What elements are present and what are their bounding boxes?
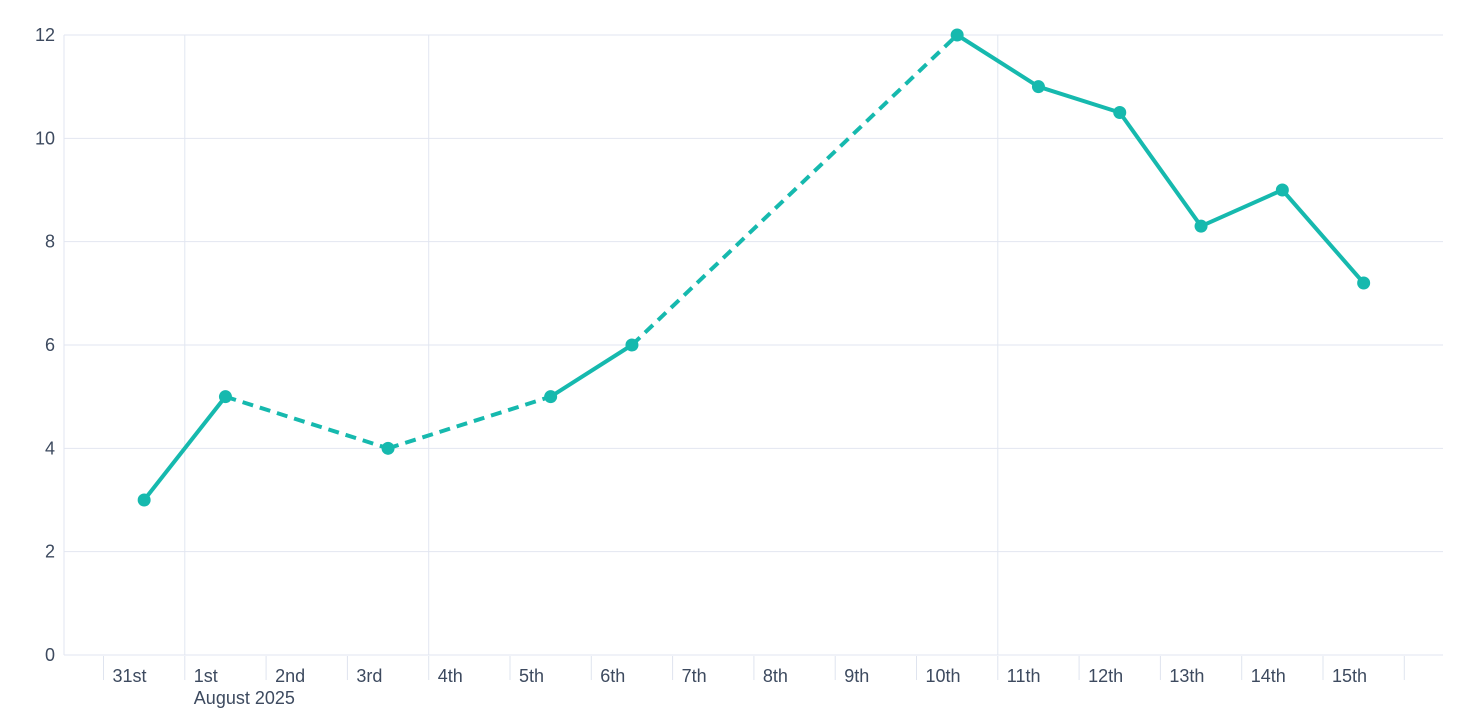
x-tick-label: 14th [1251,666,1286,686]
data-point-marker[interactable] [950,28,964,42]
series-segment-solid [548,343,634,399]
series-segment-solid [1117,110,1204,229]
y-tick-label: 6 [45,335,55,355]
series-segment-solid [1280,188,1366,285]
x-axis-month-label: August 2025 [194,688,295,708]
data-point-marker[interactable] [1113,106,1127,119]
x-tick-label: 8th [763,666,788,686]
x-tick-label: 15th [1332,666,1367,686]
y-tick-label: 0 [45,645,55,665]
y-tick-label: 4 [45,438,55,458]
data-point-marker[interactable] [544,390,558,404]
series-segment-solid [955,33,1041,89]
data-point-marker[interactable] [1275,183,1289,197]
series-segment-dashed [387,394,552,451]
data-point-marker[interactable] [1194,219,1208,233]
x-tick-label: 6th [600,666,625,686]
data-point-marker[interactable] [1031,80,1045,94]
data-point-marker[interactable] [381,441,395,455]
series-segment-solid [1036,84,1122,115]
x-tick-label: 7th [682,666,707,686]
y-tick-label: 12 [35,25,55,45]
x-tick-label: 11th [1007,666,1041,686]
x-tick-label: 3rd [356,666,382,686]
series-segment-solid [1199,188,1285,229]
y-tick-label: 2 [45,542,55,562]
data-point-marker[interactable] [1357,276,1371,290]
x-tick-label: 9th [844,666,869,686]
series-segment-solid [142,394,228,502]
y-tick-label: 10 [35,128,55,148]
x-tick-label: 10th [926,666,961,686]
x-tick-label: 5th [519,666,544,686]
x-tick-label: 31st [113,666,147,686]
y-tick-label: 8 [45,232,55,252]
data-point-marker[interactable] [625,338,639,352]
x-tick-label: 2nd [275,666,305,686]
series-segment-dashed [630,33,959,347]
data-point-marker[interactable] [137,493,151,507]
x-tick-label: 12th [1088,666,1123,686]
data-point-marker[interactable] [218,390,232,404]
x-tick-label: 4th [438,666,463,686]
x-tick-label: 13th [1169,666,1204,686]
x-tick-label: 1st [194,666,218,686]
series-segment-dashed [224,394,389,451]
